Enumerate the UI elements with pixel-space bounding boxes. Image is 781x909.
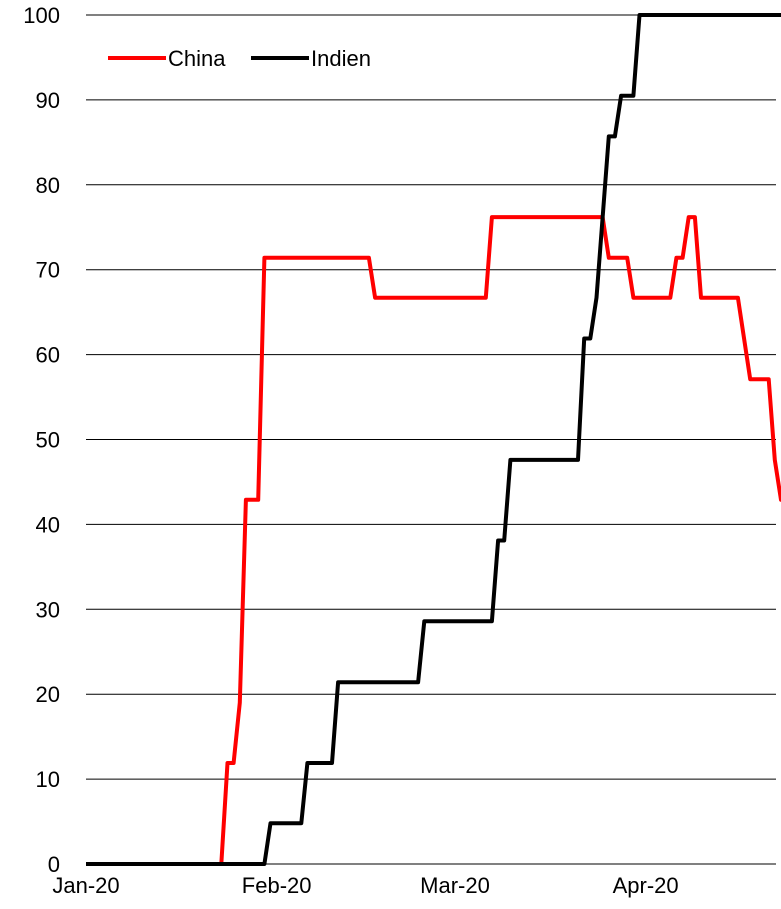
y-tick-label: 20 (36, 682, 60, 707)
gridlines (86, 14, 776, 780)
x-axis: Jan-20 Feb-20 Mar-20 Apr-20 (52, 863, 776, 898)
y-tick-label: 90 (36, 88, 60, 113)
legend-label-indien: Indien (311, 46, 371, 71)
series-lines (86, 13, 781, 866)
legend-label-china: China (168, 46, 226, 71)
y-tick-label: 40 (36, 512, 60, 537)
y-tick-label: 30 (36, 597, 60, 622)
x-tick-label: Jan-20 (52, 873, 119, 898)
y-tick-label: 80 (36, 173, 60, 198)
y-axis: 0 10 20 30 40 50 60 70 80 90 100 (23, 3, 60, 877)
x-tick-label: Feb-20 (242, 873, 312, 898)
y-tick-label: 100 (23, 3, 60, 28)
x-tick-label: Mar-20 (420, 873, 490, 898)
series-line-china (86, 215, 781, 866)
y-tick-label: 50 (36, 428, 60, 453)
x-tick-label: Apr-20 (613, 873, 679, 898)
legend: China Indien (108, 46, 371, 71)
y-tick-label: 0 (48, 852, 60, 877)
y-tick-label: 60 (36, 343, 60, 368)
series-line-indien (86, 13, 781, 866)
y-tick-label: 70 (36, 258, 60, 283)
y-tick-label: 10 (36, 767, 60, 792)
